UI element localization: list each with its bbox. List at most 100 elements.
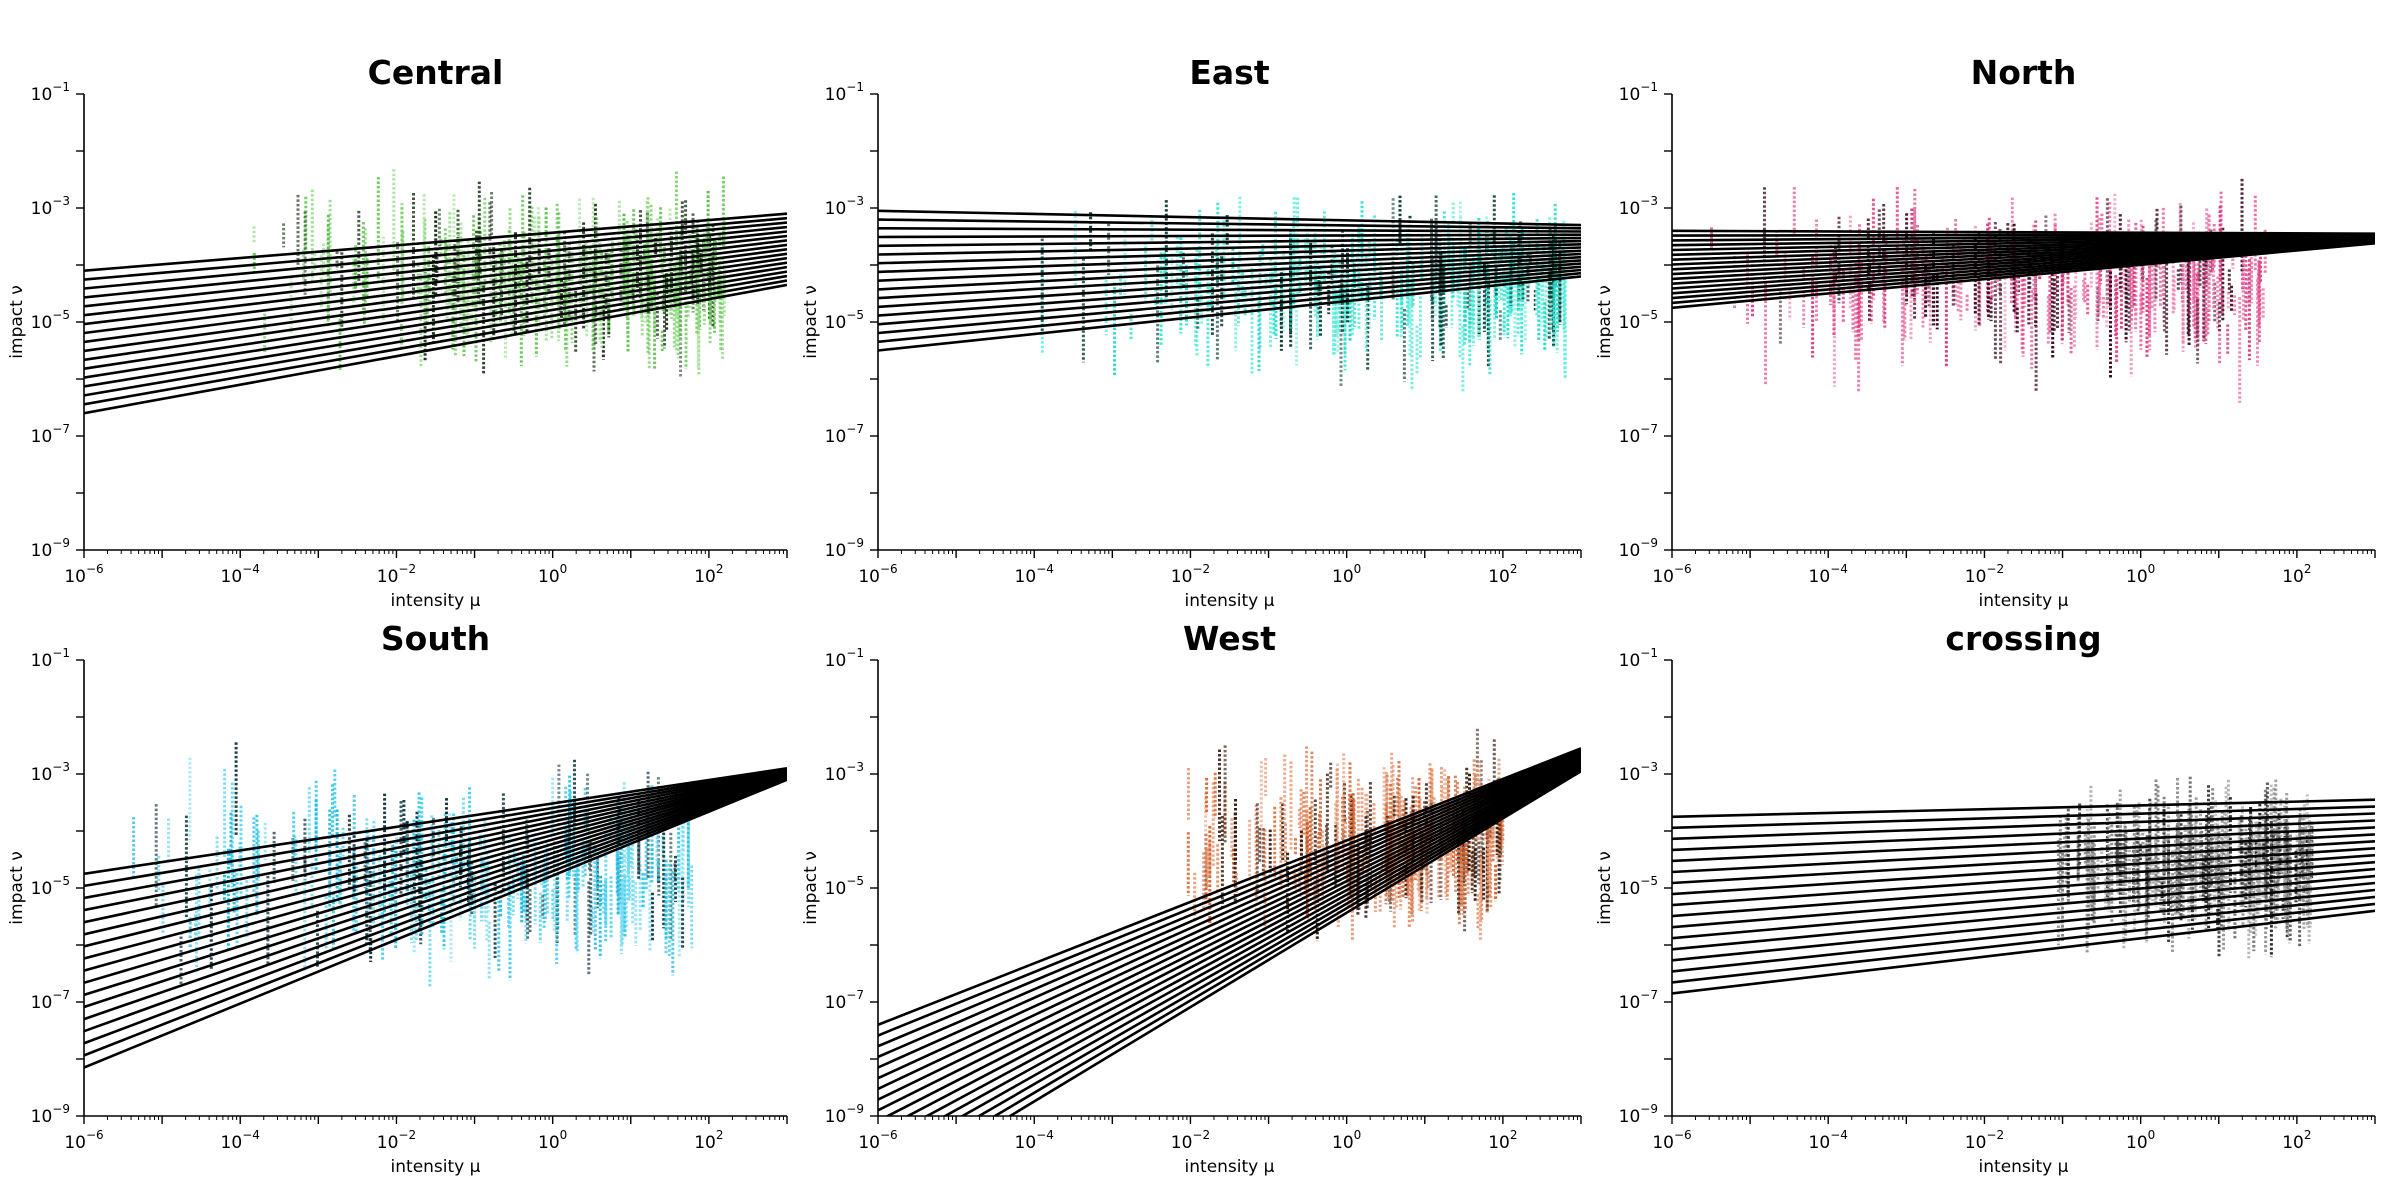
- x-tick-label: 100: [538, 1128, 567, 1153]
- fit-line: [84, 768, 787, 900]
- x-tick-label: 100: [538, 562, 567, 587]
- subplot-title: West: [1183, 619, 1276, 658]
- fit-line: [1672, 840, 2375, 885]
- x-tick-label: 10−4: [1015, 562, 1054, 587]
- fit-line: [84, 234, 787, 317]
- fit-line: [878, 239, 1581, 256]
- subplot-title: crossing: [1945, 619, 2101, 658]
- y-tick-label: 10−9: [825, 1102, 864, 1127]
- fit-line: [878, 758, 1581, 1112]
- fit-lines: [84, 767, 787, 1069]
- x-axis-label: intensity μ: [1979, 1157, 2069, 1177]
- y-tick-label: 10−9: [31, 1102, 70, 1127]
- fit-line: [1007, 770, 1581, 1116]
- x-axis-label: intensity μ: [391, 1157, 481, 1177]
- fit-line: [84, 252, 787, 353]
- fit-line: [84, 212, 787, 272]
- fit-line: [84, 778, 787, 1069]
- fit-line: [84, 774, 787, 1009]
- fit-line: [959, 765, 1581, 1116]
- subplot-west: West 10−6 10−4 10−2 100 102 10−9 10−7 10−5 10−3 10…: [801, 619, 1582, 1177]
- x-tick-label: 10−2: [1171, 562, 1210, 587]
- fit-line: [1672, 895, 2375, 973]
- subplot-east: East 10−6 10−4 10−2 100 102 10−9 10−7 10−5 10−3 10…: [801, 53, 1582, 611]
- x-tick-label: 10−4: [1809, 562, 1848, 587]
- fit-line: [1672, 902, 2375, 984]
- fit-line: [84, 265, 787, 379]
- fit-lines: [878, 747, 1581, 1116]
- fit-line: [84, 777, 787, 1057]
- x-tick-label: 102: [1488, 1128, 1517, 1153]
- fit-line: [84, 776, 787, 1033]
- subplot-crossing: crossing 10−6 10−4 10−2 100 102 10−9 10−7 10−5 10…: [1595, 619, 2376, 1177]
- subplot-south: South 10−6 10−4 10−2 100 102 10−9 10−7 10−5 10−3 1…: [7, 619, 788, 1177]
- fit-line: [84, 774, 787, 997]
- scatter-points: [1710, 178, 2267, 403]
- y-tick-label: 10−3: [825, 760, 864, 785]
- fit-line: [84, 270, 787, 388]
- fit-line: [84, 775, 787, 1021]
- fit-line: [1672, 881, 2375, 951]
- fit-line: [878, 236, 1581, 248]
- fit-line: [878, 249, 1581, 282]
- y-tick-label: 10−5: [1619, 308, 1658, 333]
- y-tick-label: 10−7: [1619, 988, 1658, 1013]
- y-tick-label: 10−7: [31, 988, 70, 1013]
- fit-line: [1672, 833, 2375, 874]
- y-tick-label: 10−3: [825, 194, 864, 219]
- y-tick-label: 10−1: [31, 80, 70, 105]
- fit-line: [878, 754, 1581, 1080]
- y-tick-label: 10−7: [31, 422, 70, 447]
- fit-line: [878, 750, 1581, 1048]
- y-axis-label: impact ν: [7, 851, 27, 924]
- y-tick-label: 10−5: [31, 874, 70, 899]
- fit-line: [924, 762, 1581, 1116]
- fit-line: [1672, 805, 2375, 830]
- fit-line: [1672, 874, 2375, 940]
- fit-line: [84, 256, 787, 362]
- fit-line: [992, 768, 1581, 1116]
- fit-line: [84, 773, 787, 985]
- x-tick-label: 100: [1332, 1128, 1361, 1153]
- fit-line: [84, 770, 787, 936]
- subplot-title: Central: [368, 53, 504, 92]
- y-axis-label: impact ν: [1595, 285, 1615, 358]
- fit-line: [84, 772, 787, 960]
- x-tick-label: 10−4: [1015, 1128, 1054, 1153]
- y-tick-label: 10−9: [1619, 536, 1658, 561]
- y-tick-label: 10−3: [31, 760, 70, 785]
- fit-line: [884, 760, 1581, 1116]
- subplot-title: South: [381, 619, 490, 658]
- y-tick-label: 10−3: [1619, 194, 1658, 219]
- fit-line: [878, 243, 1581, 265]
- fit-line: [878, 262, 1581, 317]
- x-tick-label: 10−6: [1652, 1128, 1691, 1153]
- fit-line: [1672, 812, 2375, 841]
- fit-line: [878, 271, 1581, 344]
- fit-line: [84, 767, 787, 876]
- fit-line: [84, 769, 787, 924]
- fit-line: [878, 275, 1581, 352]
- y-axis-label: impact ν: [801, 285, 821, 358]
- y-tick-label: 10−7: [1619, 422, 1658, 447]
- fit-line: [84, 221, 787, 290]
- x-axis-label: intensity μ: [1979, 591, 2069, 611]
- fit-line: [942, 764, 1581, 1116]
- x-axis-label: intensity μ: [1185, 1157, 1275, 1177]
- fit-line: [878, 752, 1581, 1069]
- fit-line: [1672, 888, 2375, 962]
- fit-line: [1672, 826, 2375, 863]
- fit-line: [84, 767, 787, 888]
- fit-line: [1672, 909, 2375, 995]
- x-tick-label: 10−6: [858, 1128, 897, 1153]
- fit-lines: [1672, 798, 2375, 995]
- y-axis-label: impact ν: [801, 851, 821, 924]
- fit-line: [878, 747, 1581, 1027]
- fit-line: [84, 771, 787, 948]
- fit-line: [84, 239, 787, 326]
- x-tick-label: 10−6: [1652, 562, 1691, 587]
- y-tick-label: 10−5: [825, 308, 864, 333]
- x-axis-label: intensity μ: [1185, 591, 1275, 611]
- fit-line: [1672, 242, 2375, 310]
